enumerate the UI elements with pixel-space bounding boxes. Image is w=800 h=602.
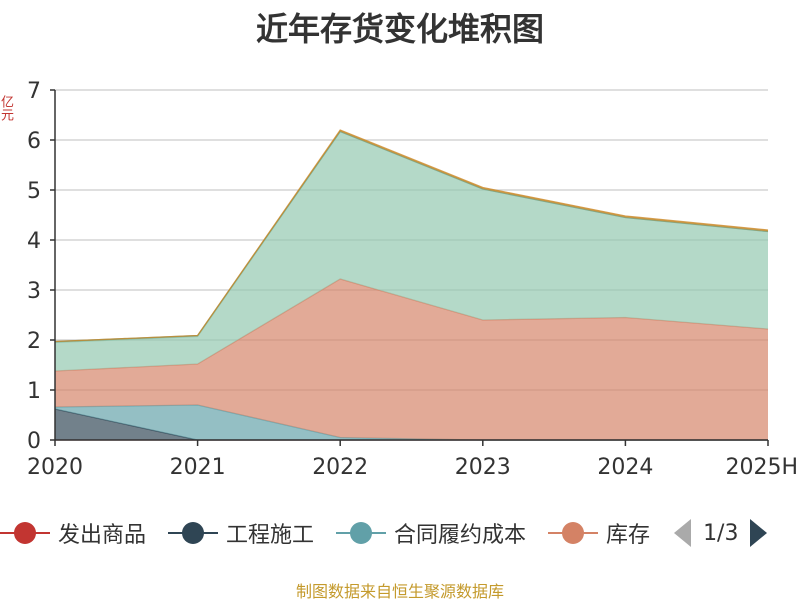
area-series (55, 131, 768, 371)
area-series (55, 279, 768, 440)
legend-item[interactable]: 合同履约成本 (336, 517, 526, 549)
x-tick-label: 2025H (725, 455, 798, 480)
x-tick-label: 2024 (597, 455, 653, 480)
y-tick-label: 0 (27, 429, 41, 454)
y-tick-label: 7 (27, 79, 41, 104)
y-tick-label: 2 (27, 329, 41, 354)
chart-title: 近年存货变化堆积图 (255, 10, 544, 48)
legend-label: 发出商品 (58, 523, 147, 548)
legend-label: 库存 (606, 523, 651, 548)
legend: 发出商品 工程施工 合同履约成本 库存 1/3 (0, 516, 768, 550)
x-tick-label: 2023 (455, 455, 511, 480)
legend-item[interactable]: 发出商品 (0, 517, 146, 549)
legend-item[interactable]: 库存 (548, 517, 650, 549)
data-source-note: 制图数据来自恒生聚源数据库 (295, 582, 504, 601)
y-tick-label: 5 (27, 179, 41, 204)
legend-swatch (0, 521, 50, 545)
area-series (55, 409, 768, 440)
y-tick-label: 3 (27, 279, 41, 304)
prev-page-icon[interactable] (674, 519, 692, 547)
y-tick-label: 4 (27, 229, 41, 254)
y-tick-label: 6 (27, 129, 41, 154)
axis-layer: 0 1 2 3 4 5 6 7 2020 2021 2022 2023 2024 2025H (27, 79, 798, 480)
next-page-icon[interactable] (750, 519, 768, 547)
legend-pager: 1/3 (674, 519, 768, 547)
legend-swatch (336, 521, 387, 545)
legend-label: 工程施工 (226, 523, 315, 548)
legend-page-indicator: 1/3 (703, 520, 739, 546)
y-axis-unit: 亿元 (0, 95, 13, 121)
x-tick-label: 2022 (312, 455, 368, 480)
legend-swatch (548, 521, 599, 545)
legend-item[interactable]: 工程施工 (168, 517, 314, 549)
x-tick-label: 2020 (27, 455, 83, 480)
legend-label: 合同履约成本 (394, 523, 527, 548)
legend-swatch (168, 521, 219, 545)
area-series-line (54, 129, 769, 343)
x-tick-label: 2021 (170, 455, 226, 480)
y-tick-label: 1 (27, 379, 41, 404)
area-layer (54, 129, 769, 441)
